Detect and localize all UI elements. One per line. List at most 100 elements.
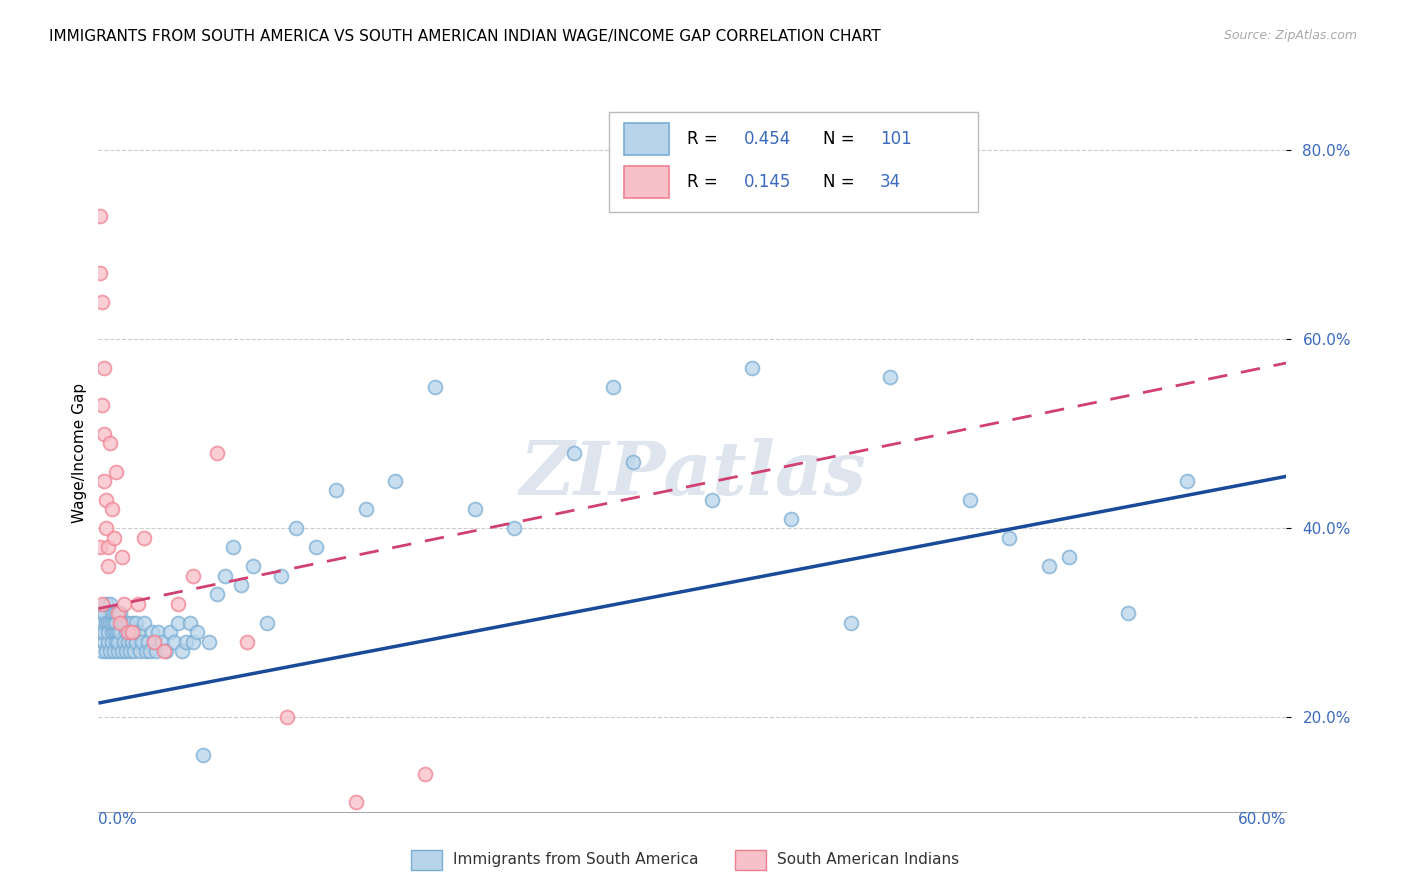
Point bbox=[93, 607, 115, 621]
Point bbox=[780, 512, 803, 526]
Point bbox=[423, 379, 446, 393]
Point bbox=[103, 615, 125, 630]
Point bbox=[89, 607, 111, 621]
Point bbox=[174, 634, 197, 648]
Point bbox=[959, 492, 981, 507]
Point bbox=[131, 634, 153, 648]
Text: 0.0%: 0.0% bbox=[98, 812, 138, 827]
Point bbox=[89, 540, 111, 554]
Text: South American Indians: South American Indians bbox=[778, 853, 959, 867]
Text: R =: R = bbox=[686, 130, 723, 148]
Point bbox=[222, 540, 245, 554]
Text: IMMIGRANTS FROM SOUTH AMERICA VS SOUTH AMERICAN INDIAN WAGE/INCOME GAP CORRELATI: IMMIGRANTS FROM SOUTH AMERICA VS SOUTH A… bbox=[49, 29, 882, 44]
Point bbox=[111, 549, 134, 564]
Point bbox=[186, 625, 208, 640]
Point bbox=[276, 710, 298, 724]
Text: Source: ZipAtlas.com: Source: ZipAtlas.com bbox=[1223, 29, 1357, 42]
Point bbox=[621, 455, 644, 469]
Point bbox=[93, 634, 115, 648]
Point bbox=[96, 521, 118, 535]
Point bbox=[242, 559, 264, 574]
Point bbox=[93, 474, 115, 488]
Point bbox=[1177, 474, 1199, 488]
Text: 34: 34 bbox=[880, 173, 901, 191]
Point bbox=[96, 492, 118, 507]
Point bbox=[101, 615, 124, 630]
Text: N =: N = bbox=[823, 130, 860, 148]
Point bbox=[384, 474, 406, 488]
Point bbox=[91, 644, 114, 658]
Point bbox=[101, 607, 124, 621]
Text: 60.0%: 60.0% bbox=[1239, 812, 1286, 827]
Point bbox=[101, 634, 124, 648]
Point bbox=[111, 644, 134, 658]
Point bbox=[97, 615, 120, 630]
Point bbox=[170, 644, 193, 658]
Point bbox=[97, 625, 120, 640]
Point bbox=[413, 767, 436, 781]
Point bbox=[120, 644, 142, 658]
Point bbox=[159, 625, 181, 640]
Point bbox=[142, 634, 165, 648]
Point bbox=[1057, 549, 1080, 564]
Point bbox=[183, 634, 205, 648]
Point bbox=[105, 615, 128, 630]
Point bbox=[325, 483, 347, 498]
Point bbox=[122, 625, 145, 640]
Point bbox=[193, 747, 215, 762]
Point bbox=[127, 597, 149, 611]
Point bbox=[98, 597, 121, 611]
Point bbox=[150, 634, 173, 648]
Point bbox=[602, 379, 624, 393]
Point bbox=[145, 644, 167, 658]
Point bbox=[96, 644, 118, 658]
Y-axis label: Wage/Income Gap: Wage/Income Gap bbox=[72, 383, 87, 523]
Point bbox=[155, 644, 177, 658]
Point bbox=[107, 625, 129, 640]
Point bbox=[107, 607, 129, 621]
Point bbox=[117, 615, 139, 630]
Point bbox=[354, 502, 377, 516]
Point bbox=[97, 540, 120, 554]
Point bbox=[142, 634, 165, 648]
Point bbox=[179, 615, 201, 630]
Point bbox=[562, 446, 585, 460]
Text: 101: 101 bbox=[880, 130, 912, 148]
Point bbox=[270, 568, 292, 582]
Point bbox=[107, 644, 129, 658]
Point bbox=[146, 625, 169, 640]
Point bbox=[122, 644, 145, 658]
Point bbox=[839, 615, 862, 630]
Point bbox=[152, 644, 174, 658]
Point bbox=[285, 521, 308, 535]
FancyBboxPatch shape bbox=[609, 112, 977, 212]
Point bbox=[103, 531, 125, 545]
Point bbox=[105, 607, 128, 621]
Point bbox=[89, 210, 111, 224]
Point bbox=[236, 634, 259, 648]
Point bbox=[205, 446, 228, 460]
Point bbox=[98, 644, 121, 658]
Point bbox=[93, 625, 115, 640]
Point bbox=[98, 615, 121, 630]
Point bbox=[112, 597, 135, 611]
Point bbox=[136, 634, 159, 648]
Point bbox=[93, 426, 115, 441]
Point bbox=[105, 465, 128, 479]
Point bbox=[117, 634, 139, 648]
Point bbox=[96, 597, 118, 611]
Point bbox=[101, 625, 124, 640]
Point bbox=[1116, 607, 1139, 621]
Point bbox=[98, 436, 121, 450]
FancyBboxPatch shape bbox=[623, 123, 669, 155]
Point bbox=[214, 568, 236, 582]
Text: R =: R = bbox=[686, 173, 723, 191]
Point bbox=[91, 399, 114, 413]
Text: ZIPatlas: ZIPatlas bbox=[519, 438, 866, 510]
Point bbox=[107, 634, 129, 648]
Point bbox=[103, 644, 125, 658]
Point bbox=[166, 597, 188, 611]
Point bbox=[183, 568, 205, 582]
Point bbox=[141, 625, 163, 640]
Point bbox=[305, 540, 328, 554]
